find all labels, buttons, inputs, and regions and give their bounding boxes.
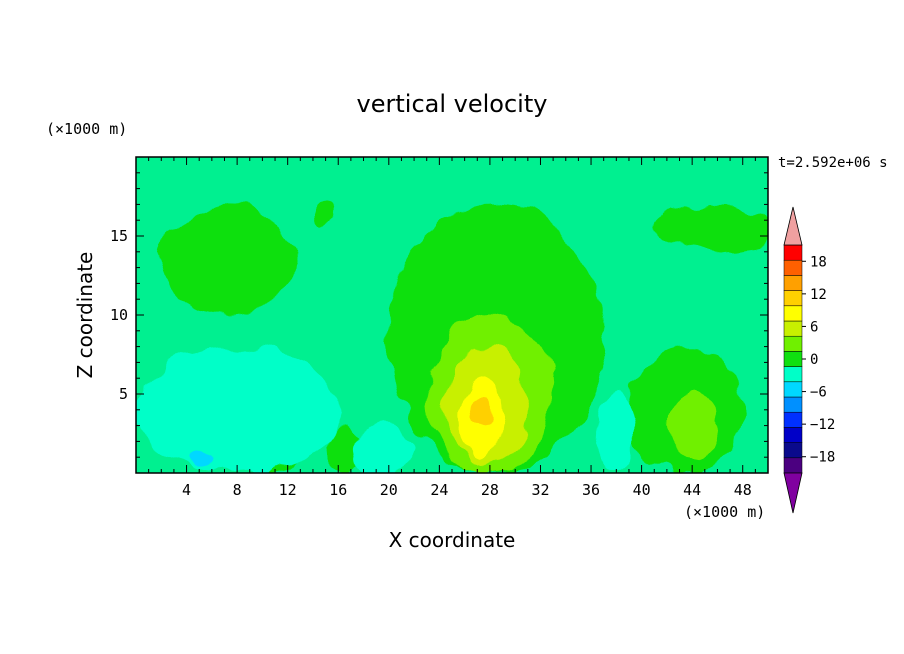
colorbar-over-triangle — [783, 206, 803, 246]
colorbar-tick-label: −18 — [810, 450, 835, 466]
contour-mid-downdraft — [597, 394, 636, 473]
y-tick-label: 5 — [119, 385, 128, 403]
contour-right-core — [666, 394, 718, 458]
contour-upper-mid-updraft — [312, 204, 339, 229]
colorbar-swatch — [783, 290, 803, 307]
colorbar-tick-label: −6 — [810, 385, 827, 401]
x-tick-label: 40 — [633, 481, 651, 499]
colorbar-swatch — [783, 244, 803, 261]
y-tick-label: 15 — [110, 227, 128, 245]
contour-mid-downdraft-2 — [350, 425, 415, 473]
colorbar-tick-label: 12 — [810, 287, 827, 303]
x-tick-label: 16 — [329, 481, 347, 499]
colorbar: 18 12 6 0 −6 −12 −18 — [783, 206, 835, 514]
colorbar-tick-label: −12 — [810, 417, 835, 433]
contour-left-lower-updraft-2 — [325, 425, 364, 473]
colorbar-swatch — [783, 275, 803, 291]
x-unit-label: (×1000 m) — [684, 503, 765, 521]
time-label: t=2.592e+06 s — [778, 155, 888, 171]
contour-upper-left-updraft — [161, 204, 294, 315]
colorbar-swatch — [783, 320, 803, 337]
colorbar-swatch — [783, 457, 803, 474]
x-tick-label: 12 — [279, 481, 297, 499]
x-axis-label: X coordinate — [389, 528, 516, 552]
colorbar-swatch — [783, 305, 803, 322]
contour-central-core-4 — [470, 394, 490, 426]
plot-area — [136, 157, 768, 473]
x-tick-label: 44 — [683, 481, 701, 499]
y-axis-label: Z coordinate — [73, 252, 97, 379]
x-tick-label: 24 — [430, 481, 448, 499]
colorbar-tick-label: 6 — [810, 319, 818, 335]
contour-left-downdraft-core — [192, 449, 212, 466]
colorbar-swatch — [783, 396, 803, 413]
contour-upper-right-updraft — [654, 204, 768, 252]
x-tick-label: 20 — [380, 481, 398, 499]
colorbar-swatch — [783, 411, 803, 428]
colorbar-swatch — [783, 366, 803, 383]
x-tick-label: 4 — [182, 481, 191, 499]
contour-left-downdraft — [136, 346, 339, 473]
colorbar-tick-label: 0 — [810, 352, 818, 368]
colorbar-under-triangle — [783, 472, 803, 514]
x-tick-label: 36 — [582, 481, 600, 499]
colorbar-tick-label: 18 — [810, 254, 827, 270]
colorbar-swatch — [783, 427, 803, 443]
x-tick-label: 32 — [531, 481, 549, 499]
colorbar-swatch — [783, 381, 803, 398]
y-unit-label: (×1000 m) — [46, 120, 127, 138]
colorbar-swatch — [783, 351, 803, 367]
x-tick-label: 48 — [734, 481, 752, 499]
colorbar-swatch — [783, 442, 803, 459]
colorbar-swatch — [783, 335, 803, 352]
colorbar-swatch — [783, 259, 803, 276]
y-tick-label: 10 — [110, 306, 128, 324]
chart-title: vertical velocity — [357, 90, 548, 118]
x-tick-label: 28 — [481, 481, 499, 499]
x-tick-label: 8 — [233, 481, 242, 499]
